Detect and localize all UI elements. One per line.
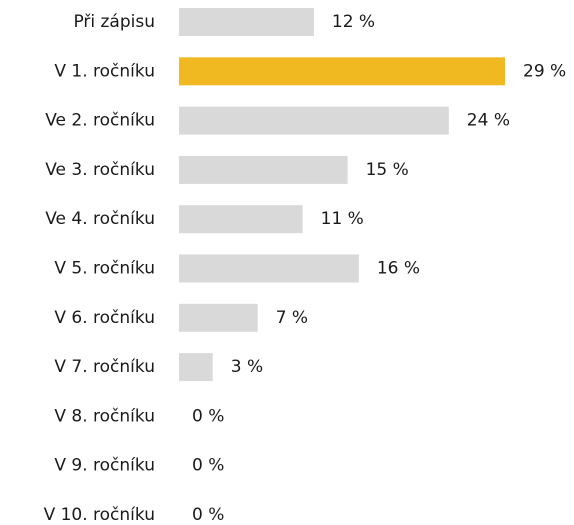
value-label: 11 % xyxy=(321,209,364,229)
category-label: Ve 4. ročníku xyxy=(45,209,155,229)
category-label: V 7. ročníku xyxy=(54,357,155,377)
bar xyxy=(179,303,258,332)
bar xyxy=(179,57,505,86)
category-label: V 1. ročníku xyxy=(54,61,155,81)
value-label: 29 % xyxy=(523,61,566,81)
category-label: Ve 3. ročníku xyxy=(45,160,155,180)
value-label: 3 % xyxy=(231,357,263,377)
category-label: Ve 2. ročníku xyxy=(45,111,155,131)
category-label: Při zápisu xyxy=(73,12,155,32)
bar xyxy=(179,254,359,283)
value-label: 0 % xyxy=(192,456,224,476)
category-label: V 8. ročníku xyxy=(54,406,155,426)
category-label: V 9. ročníku xyxy=(54,456,155,476)
category-label: V 10. ročníku xyxy=(44,505,155,525)
bar xyxy=(179,155,348,184)
value-label: 0 % xyxy=(192,505,224,525)
value-label: 7 % xyxy=(276,308,308,328)
bar xyxy=(179,205,303,234)
value-label: 24 % xyxy=(467,111,510,131)
value-label: 15 % xyxy=(366,160,409,180)
bar xyxy=(179,106,449,135)
bar xyxy=(179,8,314,36)
category-label: V 5. ročníku xyxy=(54,259,155,279)
value-label: 0 % xyxy=(192,406,224,426)
category-label: V 6. ročníku xyxy=(54,308,155,328)
value-label: 12 % xyxy=(332,12,375,32)
value-label: 16 % xyxy=(377,259,420,279)
bar xyxy=(179,353,213,382)
